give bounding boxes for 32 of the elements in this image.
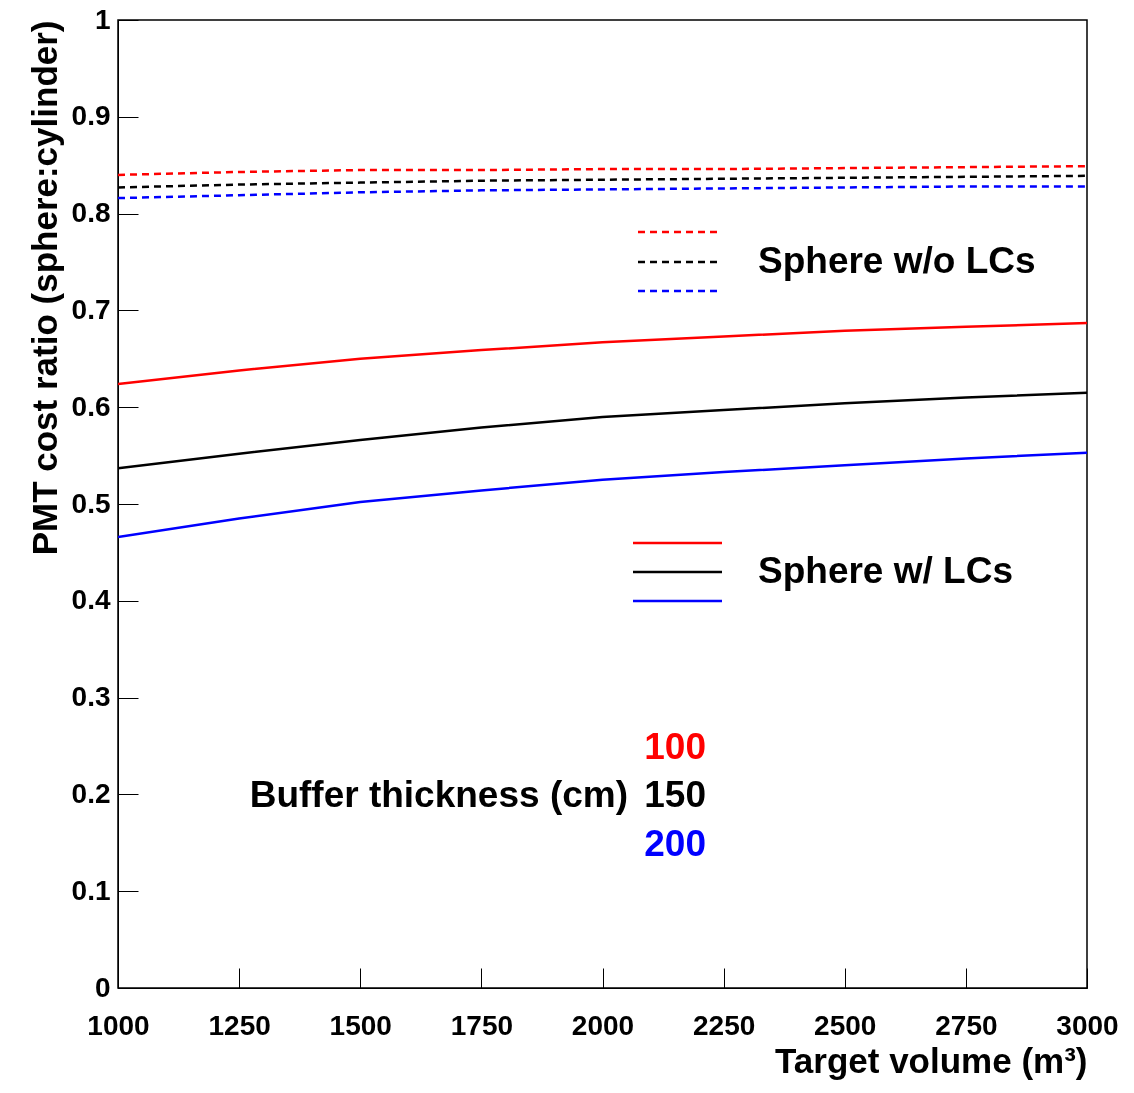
y-tick-label: 0.2	[71, 777, 111, 809]
y-tick-label: 0	[94, 971, 111, 1003]
line-series	[118, 185, 1087, 200]
annotation: 200	[644, 823, 706, 864]
annotation: 100	[644, 726, 706, 767]
x-tick-label: 2000	[571, 1009, 635, 1041]
x-tick-label: 2750	[935, 1009, 998, 1041]
y-tick-label: 0.5	[71, 487, 111, 519]
line-series	[118, 321, 1087, 386]
annotation: Sphere w/o LCs	[758, 240, 1036, 281]
annotation: Buffer thickness (cm)	[249, 774, 628, 815]
x-axis-title: Target volume (m³)	[775, 1040, 1088, 1080]
y-tick-label: 1	[94, 3, 111, 35]
y-axis-title: PMT cost ratio (sphere:cylinder)	[24, 20, 64, 556]
x-tick-label: 1000	[87, 1009, 150, 1041]
annotation: Sphere w/ LCs	[758, 550, 1013, 591]
x-tick-label: 2250	[692, 1009, 756, 1041]
y-tick-label: 0.9	[71, 100, 111, 132]
y-tick-label: 0.3	[71, 681, 111, 713]
y-tick-label: 0.1	[71, 874, 111, 906]
x-tick-label: 1500	[329, 1009, 392, 1041]
x-tick-label: 3000	[1056, 1009, 1119, 1041]
x-tick-label: 1750	[450, 1009, 514, 1041]
y-tick-label: 0.6	[71, 390, 111, 422]
y-tick-label: 0.4	[71, 584, 111, 616]
x-tick-label: 1250	[208, 1009, 271, 1041]
line-series	[118, 164, 1087, 177]
annotation: 150	[644, 774, 706, 815]
y-tick-label: 0.7	[71, 293, 111, 325]
x-tick-label: 2500	[814, 1009, 877, 1041]
line-series	[118, 451, 1087, 539]
y-tick-label: 0.8	[71, 197, 111, 229]
